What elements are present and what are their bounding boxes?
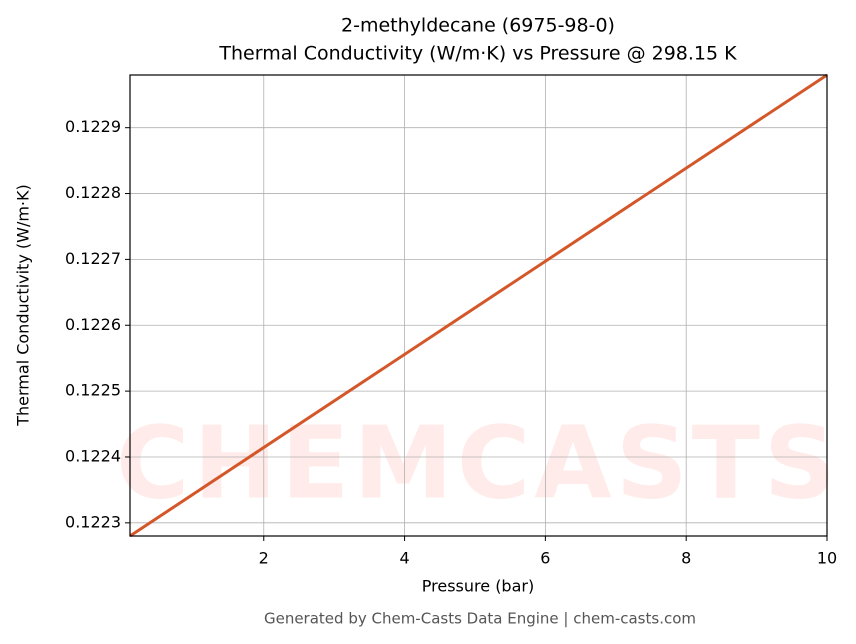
y-tick-label: 0.1227 bbox=[65, 249, 121, 268]
data-line bbox=[129, 73, 828, 538]
x-tick-label: 8 bbox=[681, 549, 691, 568]
x-tick-label: 10 bbox=[817, 549, 837, 568]
chart-title: 2-methyldecane (6975-98-0) bbox=[341, 15, 615, 37]
x-axis-label: Pressure (bar) bbox=[422, 577, 534, 596]
y-tick-label: 0.1225 bbox=[65, 381, 121, 400]
x-tick-label: 2 bbox=[259, 549, 269, 568]
x-tick-label: 6 bbox=[540, 549, 550, 568]
x-tick-label: 4 bbox=[399, 549, 409, 568]
y-tick-label: 0.1226 bbox=[65, 315, 121, 334]
watermark: CHEMCASTS bbox=[116, 404, 840, 521]
y-axis-label: Thermal Conductivity (W/m·K) bbox=[14, 184, 33, 427]
y-tick-label: 0.1228 bbox=[65, 183, 121, 202]
plot-frame bbox=[129, 74, 828, 537]
chart-subtitle: Thermal Conductivity (W/m·K) vs Pressure… bbox=[218, 43, 737, 65]
y-tick-label: 0.1223 bbox=[65, 512, 121, 531]
y-tick-label: 0.1224 bbox=[65, 446, 121, 465]
y-tick-label: 0.1229 bbox=[65, 117, 121, 136]
footer: Generated by Chem-Casts Data Engine | ch… bbox=[264, 610, 696, 628]
